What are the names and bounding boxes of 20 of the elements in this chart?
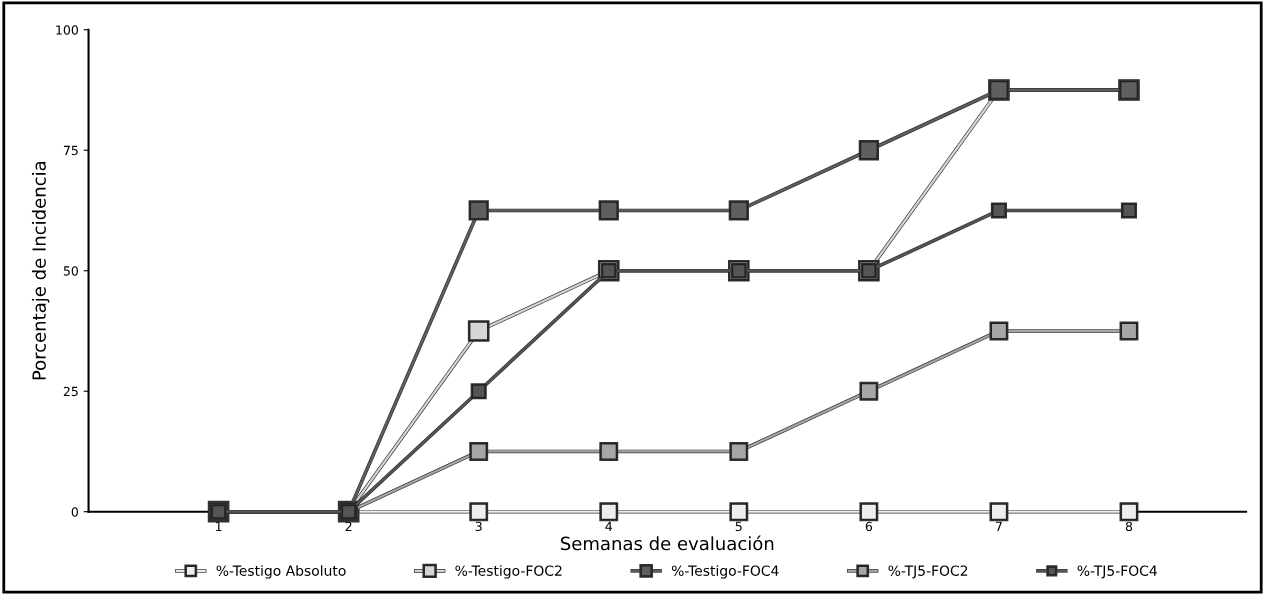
x-tick-label: 1: [216, 521, 222, 531]
legend-label: %-Testigo-FOC4: [671, 565, 779, 579]
legend-label: %-TJ5-FOC4: [1077, 565, 1157, 579]
x-tick-label: 3: [475, 521, 482, 532]
y-tick-label: 100: [56, 25, 78, 35]
legend-label: %-TJ5-FOC2: [888, 565, 968, 579]
legend-label: %-Testigo-FOC2: [455, 565, 562, 579]
legend-label: %-Testigo Absoluto: [216, 565, 346, 579]
x-tick-label: 8: [1125, 521, 1133, 532]
x-axis-title: Semanas de evaluación: [560, 535, 774, 551]
y-tick-label: 75: [63, 145, 78, 156]
y-tick-label: 25: [63, 386, 78, 397]
x-tick-label: 7: [995, 521, 1002, 531]
y-axis-title: Porcentaje de Incidencia: [31, 161, 50, 380]
x-tick-label: 2: [345, 521, 352, 531]
y-tick-label: 0: [71, 507, 78, 517]
x-tick-label: 6: [865, 521, 873, 532]
x-tick-label: 4: [605, 521, 613, 531]
x-tick-label: 5: [735, 521, 742, 532]
y-tick-label: 50: [63, 266, 78, 276]
